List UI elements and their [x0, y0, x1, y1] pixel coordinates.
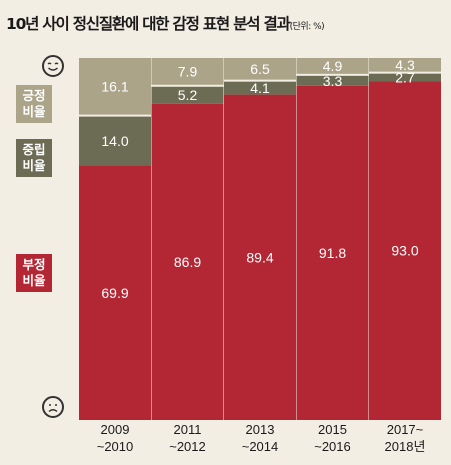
legend-neutral: 중립 비율 — [16, 139, 52, 177]
x-tick-label-3-0: 2015 — [318, 422, 347, 437]
x-tick-label-4-0: 2017~ — [387, 422, 424, 437]
bar-positive-1 — [151, 58, 224, 85]
bar-value-label-neutral-3: 3.3 — [323, 73, 343, 89]
bar-neutral-2 — [224, 81, 296, 95]
bar-negative-4 — [369, 81, 441, 420]
x-tick-label-0-1: ~2010 — [97, 439, 134, 454]
bar-positive-4 — [369, 58, 441, 72]
bar-value-label-neutral-2: 4.1 — [250, 80, 270, 96]
legend-negative-line2: 비율 — [22, 273, 46, 288]
bar-value-label-positive-0: 16.1 — [101, 78, 128, 94]
legend-positive-line1: 긍정 — [22, 88, 46, 103]
bar-positive-0 — [79, 58, 151, 115]
bar-positive-2 — [224, 58, 296, 80]
smile-face-icon — [42, 55, 64, 77]
bar-value-label-neutral-1: 5.2 — [178, 87, 198, 103]
x-tick-label-2-0: 2013 — [246, 422, 275, 437]
bar-value-label-negative-2: 89.4 — [246, 249, 273, 265]
legend-neutral-line2: 비율 — [22, 158, 46, 173]
x-tick-label-1-1: ~2012 — [169, 439, 206, 454]
legend-negative: 부정 비율 — [16, 254, 52, 292]
chart-title: 10년 사이 정신질환에 대한 감정 표현 분석 결과(단위: %) — [6, 12, 325, 34]
x-tick-label-2-1: ~2014 — [242, 439, 279, 454]
legend-positive-line2: 비율 — [22, 104, 46, 119]
bar-negative-2 — [224, 94, 296, 421]
bar-neutral-0 — [79, 116, 151, 166]
bar-value-label-positive-3: 4.9 — [323, 58, 343, 74]
bar-negative-1 — [151, 103, 224, 421]
legend-positive: 긍정 비율 — [16, 85, 52, 123]
bar-value-label-negative-4: 93.0 — [391, 243, 418, 259]
bar-neutral-4 — [369, 73, 441, 82]
x-tick-label-4-1: 2018년 — [385, 439, 426, 454]
bar-negative-3 — [296, 85, 369, 421]
x-tick-label-1-0: 2011 — [174, 422, 202, 437]
unit-label: (단위: %) — [289, 22, 325, 32]
chart-title-text: 10년 사이 정신질환에 대한 감정 표현 분석 결과 — [6, 15, 291, 33]
bar-neutral-3 — [296, 75, 369, 86]
legend-negative-line1: 부정 — [22, 257, 46, 272]
x-tick-label-3-1: ~2016 — [314, 439, 351, 454]
bar-value-label-negative-3: 91.8 — [319, 245, 346, 261]
bar-value-label-negative-1: 86.9 — [174, 254, 201, 270]
bar-value-label-positive-4: 4.3 — [395, 57, 415, 73]
bar-negative-0 — [79, 165, 151, 420]
x-tick-label-0-0: 2009 — [101, 422, 130, 437]
bar-positive-3 — [296, 58, 369, 74]
bar-value-label-positive-2: 6.5 — [250, 61, 270, 77]
bar-neutral-1 — [151, 86, 224, 104]
sad-face-icon — [42, 396, 64, 418]
bar-value-label-positive-1: 7.9 — [178, 63, 198, 79]
legend-neutral-line1: 중립 — [22, 142, 46, 157]
bar-value-label-neutral-4: 2.7 — [395, 70, 415, 86]
bar-value-label-negative-0: 69.9 — [101, 285, 128, 301]
bar-value-label-neutral-0: 14.0 — [101, 133, 128, 149]
